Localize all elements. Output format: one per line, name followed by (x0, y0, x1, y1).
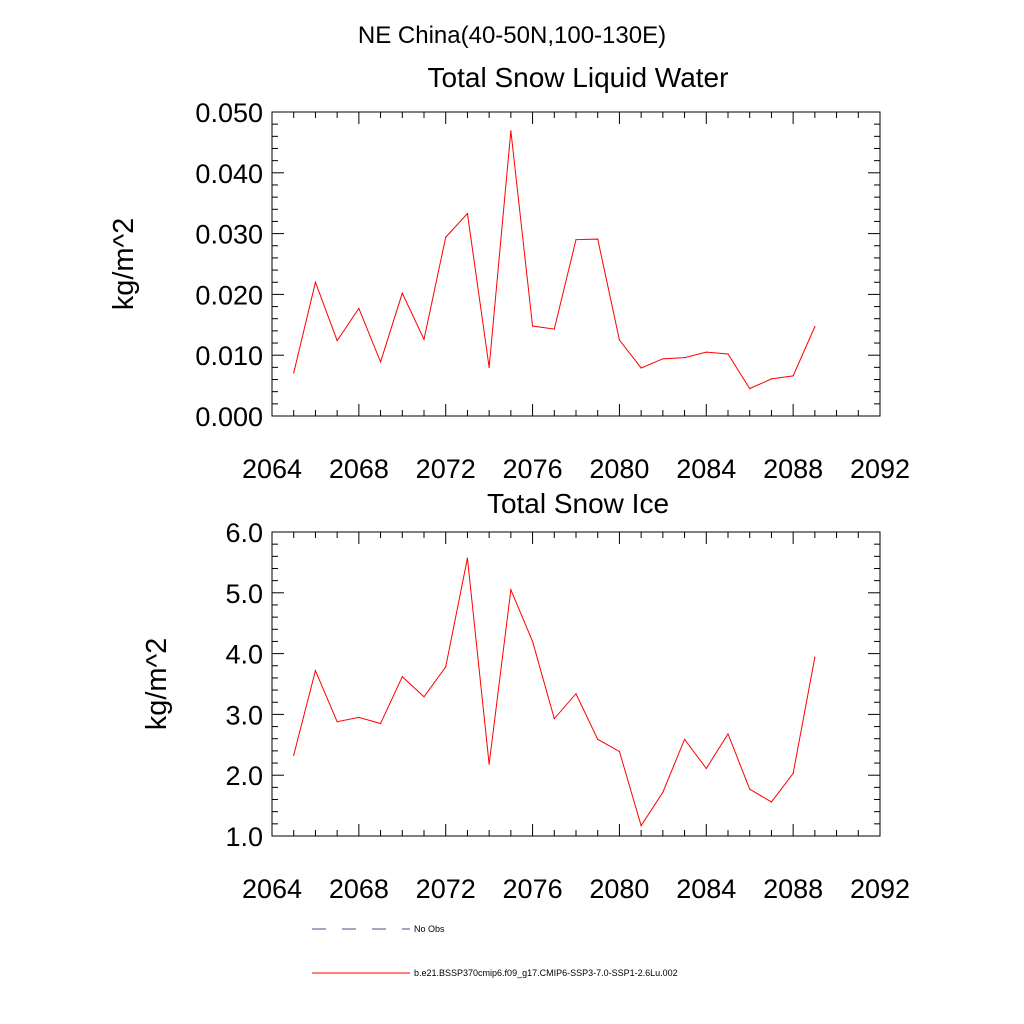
y-tick-label: 6.0 (225, 518, 263, 548)
x-tick-label: 2076 (503, 874, 563, 904)
data-point (597, 738, 599, 740)
data-point (683, 738, 686, 740)
data-point (358, 716, 360, 719)
panel-title: Total Snow Liquid Water (428, 62, 729, 93)
data-point (293, 372, 295, 374)
data-point (401, 676, 403, 678)
data-point (575, 693, 577, 695)
y-tick-label: 0.050 (195, 98, 263, 128)
data-point (814, 326, 816, 328)
y-tick-label: 5.0 (225, 579, 263, 609)
data-point (336, 340, 338, 342)
data-point (705, 767, 707, 770)
data-point (531, 325, 534, 327)
x-tick-label: 2068 (329, 454, 389, 484)
data-point (727, 733, 729, 735)
data-point (640, 825, 642, 827)
data-point (770, 801, 773, 803)
legend: No Obs b.e21.BSSP370cmip6.f09_g17.CMIP6-S… (312, 924, 678, 978)
data-point (553, 328, 555, 330)
data-point (618, 339, 621, 341)
x-tick-label: 2080 (589, 874, 649, 904)
data-point (445, 236, 447, 238)
data-point (792, 375, 794, 377)
data-point (662, 791, 664, 793)
x-tick-label: 2084 (676, 454, 736, 484)
data-point (358, 307, 360, 309)
data-point (683, 357, 686, 359)
x-tick-label: 2068 (329, 874, 389, 904)
data-point (510, 589, 512, 591)
x-tick-label: 2072 (416, 874, 476, 904)
data-point (531, 640, 534, 643)
data-point (423, 696, 425, 698)
figure-title: NE China(40-50N,100-130E) (358, 22, 666, 49)
data-point (705, 351, 707, 353)
legend-label-2: b.e21.BSSP370cmip6.f09_g17.CMIP6-SSP3-7.… (414, 968, 678, 978)
data-point (618, 750, 621, 753)
panel-title: Total Snow Ice (487, 488, 669, 519)
data-point (379, 722, 382, 725)
y-tick-label: 1.0 (225, 822, 263, 852)
data-point (336, 721, 338, 723)
y-tick-label: 0.010 (195, 341, 263, 371)
x-tick-label: 2080 (589, 454, 649, 484)
x-tick-label: 2092 (850, 454, 910, 484)
data-point (401, 292, 403, 294)
x-tick-label: 2092 (850, 874, 910, 904)
y-tick-label: 2.0 (225, 761, 263, 791)
data-point (749, 388, 751, 390)
data-point (814, 656, 816, 658)
y-tick-label: 0.040 (195, 159, 263, 189)
data-point (314, 670, 317, 672)
data-point (466, 212, 469, 215)
data-point (379, 361, 382, 363)
data-point (423, 338, 425, 340)
y-tick-label: 0.030 (195, 220, 263, 250)
data-point (488, 763, 490, 765)
x-tick-label: 2084 (676, 874, 736, 904)
x-tick-label: 2072 (416, 454, 476, 484)
x-tick-label: 2088 (763, 454, 823, 484)
data-point (575, 239, 577, 241)
data-point (792, 772, 794, 774)
data-point (510, 130, 512, 132)
x-tick-label: 2064 (242, 454, 302, 484)
x-tick-label: 2064 (242, 874, 302, 904)
data-point (727, 353, 729, 355)
chart-panel-1: Total Snow Liquid Water kg/m^2 2064 2068 207… (108, 62, 910, 484)
x-tick-label: 2076 (503, 454, 563, 484)
chart-panel-2: Total Snow Ice kg/m^2 2064 2068 2072 2076 2080… (141, 488, 910, 904)
data-point (662, 358, 664, 360)
data-point (293, 754, 295, 756)
data-point (749, 788, 751, 790)
data-point (597, 238, 599, 240)
x-tick-label: 2088 (763, 874, 823, 904)
data-point (640, 367, 642, 369)
data-point (445, 666, 447, 668)
data-point (770, 378, 773, 380)
data-point (466, 557, 469, 559)
y-tick-label: 4.0 (225, 640, 263, 670)
y-tick-label: 0.020 (195, 280, 263, 310)
y-axis-label: kg/m^2 (141, 638, 173, 731)
data-point (488, 366, 490, 368)
legend-label-1: No Obs (414, 924, 445, 934)
data-point (314, 281, 317, 283)
y-tick-label: 3.0 (225, 700, 263, 730)
data-point (553, 718, 555, 720)
panels: Total Snow Liquid Water kg/m^2 2064 2068 207… (108, 62, 910, 904)
y-tick-label: 0.000 (195, 402, 263, 432)
y-axis-label: kg/m^2 (108, 218, 140, 311)
